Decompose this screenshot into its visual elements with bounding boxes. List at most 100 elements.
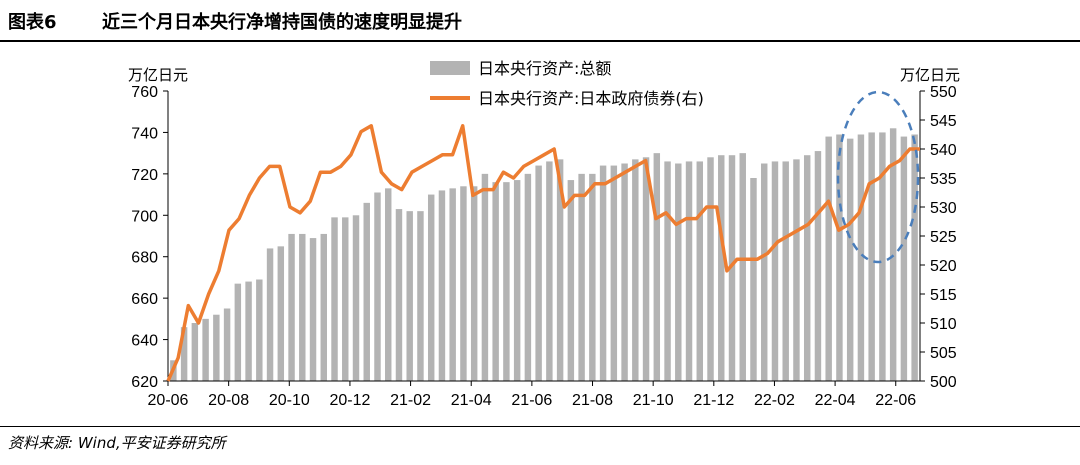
bar	[266, 248, 274, 381]
bar	[406, 211, 413, 381]
left-tick-label: 680	[131, 250, 158, 267]
bar	[567, 180, 575, 381]
bar	[546, 161, 553, 381]
source-note: 资料来源: Wind,平安证券研究所	[8, 434, 226, 452]
right-tick-label: 530	[930, 200, 957, 217]
bar	[578, 173, 585, 381]
bar	[245, 281, 252, 381]
bar	[599, 165, 607, 381]
x-tick-label: 21-06	[511, 392, 552, 409]
bar	[191, 323, 199, 381]
bar	[761, 163, 768, 381]
right-tick-label: 500	[930, 374, 957, 391]
bar	[352, 215, 360, 381]
bar	[180, 327, 188, 381]
bar	[803, 155, 811, 381]
bar	[223, 308, 231, 381]
bar	[342, 217, 349, 381]
x-tick-label: 20-10	[269, 392, 310, 409]
right-tick-label: 515	[930, 287, 957, 304]
bar	[653, 153, 661, 381]
bar	[846, 138, 854, 381]
x-tick-label: 22-02	[754, 392, 795, 409]
x-tick-label: 22-06	[875, 392, 916, 409]
x-tick-label: 20-12	[329, 392, 370, 409]
bar	[632, 159, 639, 381]
bar	[535, 165, 542, 381]
source-divider	[0, 426, 1080, 427]
figure-label: 图表6	[8, 12, 57, 33]
bar	[449, 188, 456, 381]
bar	[836, 134, 843, 381]
bar	[771, 161, 779, 381]
bar	[213, 314, 220, 381]
bar	[900, 136, 908, 381]
right-axis-unit: 万亿日元	[900, 66, 960, 84]
x-tick-label: 21-08	[572, 392, 613, 409]
right-tick-label: 540	[930, 142, 957, 159]
bar	[374, 192, 381, 381]
left-tick-label: 760	[131, 84, 158, 101]
right-tick-label: 545	[930, 113, 957, 130]
bar	[589, 173, 596, 381]
bar	[814, 151, 822, 381]
bar	[492, 182, 499, 381]
right-tick-label: 505	[930, 345, 957, 362]
bar	[793, 159, 800, 381]
right-tick-label: 525	[930, 229, 957, 246]
x-ticks: 20-06 20-08 20-10 20-12 21-02 21-04 21-06 21-08…	[148, 381, 916, 409]
bar	[438, 190, 446, 381]
bar	[642, 157, 650, 381]
highlight-ellipse	[836, 90, 920, 264]
bar-series	[170, 128, 918, 381]
x-tick-label: 22-04	[815, 392, 856, 409]
bar	[524, 173, 532, 381]
bar	[427, 194, 435, 381]
chart: 620 640 660 680 700 720 740 760 500 505 510 515 520…	[128, 59, 960, 409]
left-tick-label: 740	[131, 125, 158, 142]
x-tick-label: 20-08	[208, 392, 249, 409]
left-tick-label: 700	[131, 208, 158, 225]
bar	[621, 163, 628, 381]
bar	[685, 161, 693, 381]
left-tick-label: 640	[131, 333, 158, 350]
legend: 日本央行资产:总额 日本央行资产:日本政府债券(右)	[430, 59, 704, 108]
bar	[857, 134, 865, 381]
left-tick-label: 620	[131, 374, 158, 391]
bar	[610, 165, 618, 381]
bar	[728, 155, 736, 381]
bar	[256, 279, 263, 381]
line-series	[166, 124, 920, 382]
right-ticks: 500 505 510 515 520 525 530 535 540 545 550	[920, 84, 957, 391]
bar	[513, 180, 521, 381]
bar	[911, 134, 918, 381]
figure-title: 近三个月日本央行净增持国债的速度明显提升	[102, 12, 462, 33]
bar	[309, 238, 317, 381]
bar	[825, 136, 832, 381]
bar	[417, 211, 424, 381]
bar	[277, 246, 285, 381]
bar	[320, 233, 327, 381]
legend-line-label: 日本央行资产:日本政府债券(右)	[478, 89, 704, 108]
bar	[675, 163, 682, 381]
right-tick-label: 535	[930, 171, 957, 188]
bar	[889, 128, 897, 381]
bar	[395, 209, 403, 381]
bar	[664, 161, 671, 381]
bar	[481, 173, 489, 381]
x-tick-label: 20-06	[148, 392, 189, 409]
bar	[718, 155, 725, 381]
right-tick-label: 520	[930, 258, 957, 275]
bar	[503, 182, 510, 381]
bar	[782, 161, 789, 381]
x-tick-label: 21-10	[633, 392, 674, 409]
bar	[556, 159, 564, 381]
bar	[879, 132, 886, 381]
bar	[299, 233, 306, 381]
bar	[202, 318, 209, 381]
left-tick-label: 720	[131, 167, 158, 184]
bar	[288, 233, 295, 381]
left-tick-label: 660	[131, 291, 158, 308]
bar	[363, 202, 370, 381]
bar	[707, 157, 714, 381]
